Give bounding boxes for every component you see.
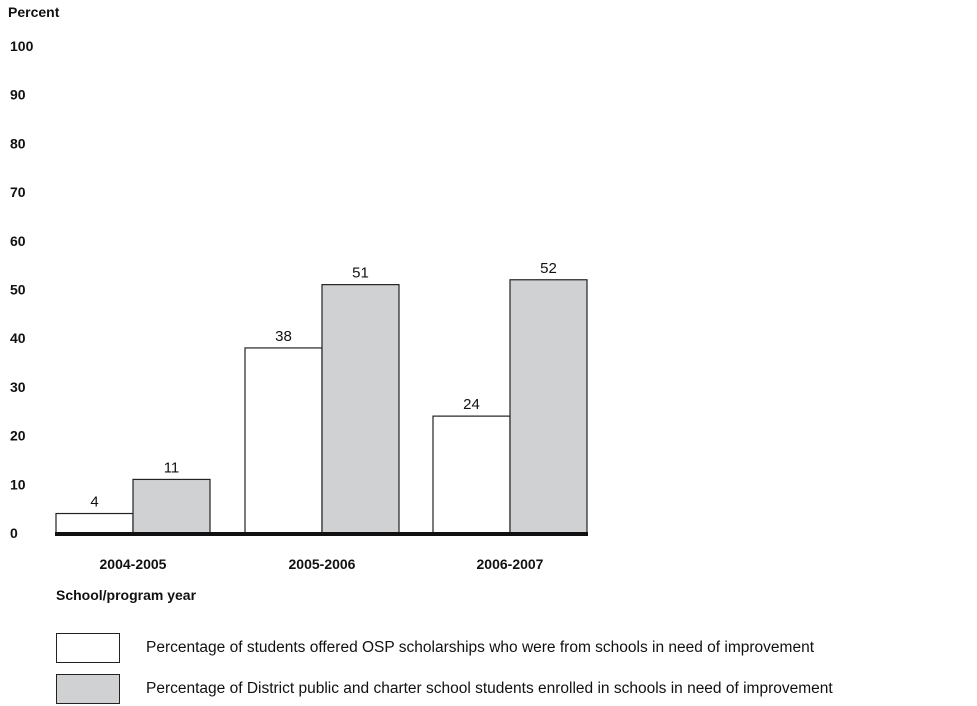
- x-axis-title: School/program year: [56, 587, 197, 603]
- data-label: 52: [540, 260, 557, 277]
- bar: [55, 512, 134, 534]
- legend-swatch-white: [56, 633, 120, 663]
- bar: [132, 478, 211, 534]
- legend-label: Percentage of students offered OSP schol…: [146, 639, 815, 656]
- data-label: 4: [90, 494, 98, 511]
- data-label: 51: [352, 265, 369, 282]
- y-tick-label: 30: [10, 379, 26, 395]
- bar: [509, 279, 588, 534]
- data-label: 38: [275, 328, 292, 345]
- y-tick-label: 40: [10, 330, 26, 346]
- x-tick-label: 2006-2007: [477, 556, 544, 572]
- data-label: 24: [463, 396, 480, 413]
- y-tick-label: 60: [10, 233, 26, 249]
- y-tick-label: 50: [10, 282, 26, 298]
- bar: [432, 415, 511, 534]
- legend-item-osp-students: Percentage of students offered OSP schol…: [56, 633, 814, 663]
- bar: [244, 347, 323, 534]
- x-tick-label: 2004-2005: [100, 556, 167, 572]
- legend-item-district-students: Percentage of District public and charte…: [56, 674, 833, 704]
- y-axis-title: Percent: [8, 4, 60, 20]
- data-label: 11: [164, 459, 180, 476]
- y-tick-label: 10: [10, 476, 26, 492]
- y-tick-label: 100: [10, 38, 34, 54]
- y-tick-label: 70: [10, 184, 26, 200]
- bar: [321, 284, 400, 534]
- legend-label: Percentage of District public and charte…: [146, 680, 833, 697]
- y-tick-label: 80: [10, 135, 26, 151]
- y-tick-label: 20: [10, 428, 26, 444]
- x-tick-label: 2005-2006: [289, 556, 356, 572]
- legend-swatch-gray: [56, 674, 120, 704]
- y-tick-label: 0: [10, 525, 18, 541]
- y-tick-label: 90: [10, 87, 26, 103]
- bar-chart: 0 10 20 30 40 50 60 70 80 90 100 4 11 2004-2005 38 51 20…: [10, 38, 588, 572]
